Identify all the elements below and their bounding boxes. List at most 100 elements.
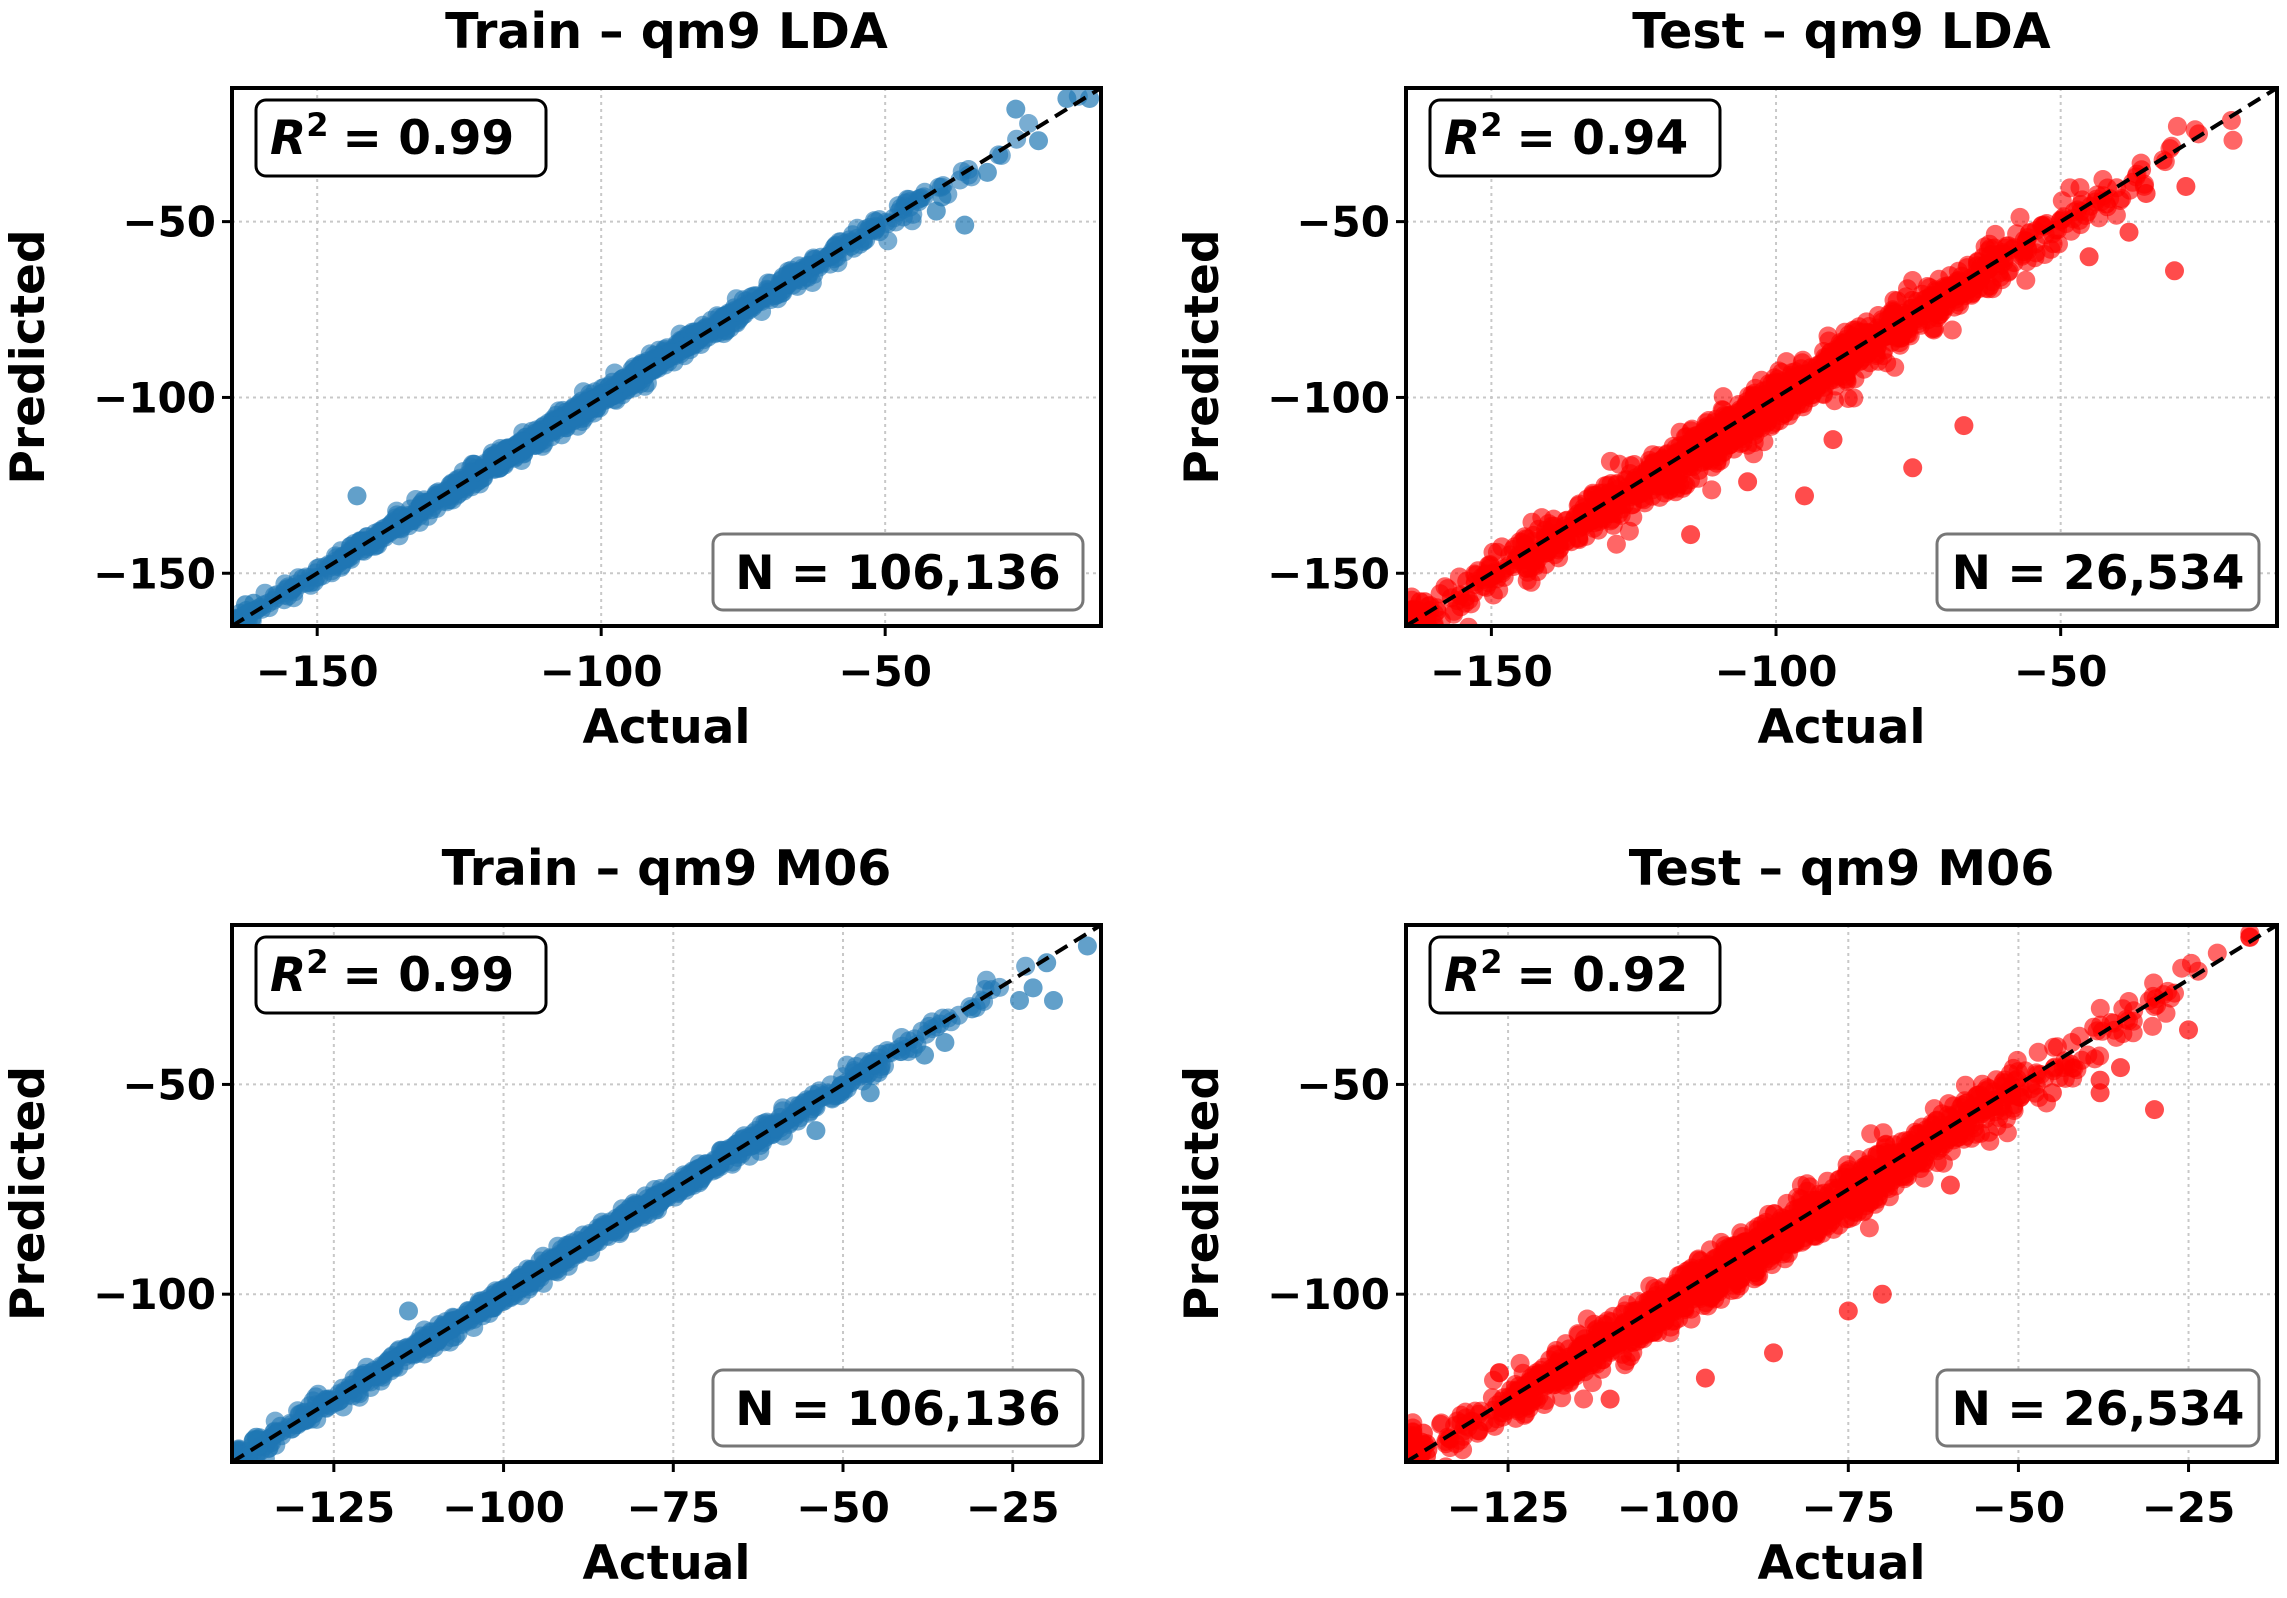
x-tick-label: −150 bbox=[1430, 647, 1553, 696]
data-point bbox=[899, 1031, 919, 1051]
y-tick-label: −150 bbox=[1267, 549, 1390, 598]
data-point bbox=[2223, 130, 2243, 150]
n-label: N = 26,534 bbox=[1952, 546, 2245, 601]
data-point bbox=[1403, 1468, 1422, 1487]
data-point bbox=[2096, 194, 2116, 214]
data-point bbox=[2052, 191, 2072, 211]
data-point bbox=[1887, 291, 1907, 311]
data-point bbox=[877, 1041, 897, 1061]
n-box bbox=[711, 532, 1085, 612]
r2-value: = 0.99 bbox=[342, 948, 514, 1003]
data-point bbox=[1702, 480, 1722, 500]
y-tick-label: −50 bbox=[1296, 198, 1390, 247]
data-point bbox=[1489, 1363, 1509, 1383]
data-point bbox=[1663, 464, 1683, 484]
data-point bbox=[2079, 247, 2099, 267]
data-point bbox=[726, 300, 746, 320]
x-tick-label: −100 bbox=[442, 1483, 565, 1532]
data-point bbox=[1544, 509, 1564, 529]
data-point bbox=[773, 1101, 793, 1121]
data-point bbox=[1691, 434, 1711, 454]
data-point bbox=[1532, 540, 1552, 560]
data-point bbox=[1954, 416, 1974, 436]
data-point bbox=[1037, 953, 1057, 973]
data-point bbox=[819, 246, 839, 266]
x-tick-label: −50 bbox=[2014, 647, 2108, 696]
data-point bbox=[1435, 577, 1455, 597]
data-point bbox=[1007, 129, 1027, 149]
data-point bbox=[1404, 628, 1423, 647]
y-tick-label: −50 bbox=[122, 1060, 216, 1109]
data-point bbox=[1601, 474, 1621, 494]
x-tick-label: −75 bbox=[626, 1483, 720, 1532]
data-point bbox=[1057, 89, 1077, 108]
data-point bbox=[915, 182, 935, 202]
data-point bbox=[1029, 131, 1048, 151]
r2-box bbox=[254, 98, 548, 178]
data-point bbox=[1019, 114, 1039, 133]
data-point bbox=[1554, 530, 1574, 550]
identity-line bbox=[1406, 88, 2277, 626]
data-point bbox=[1023, 978, 1043, 998]
data-point bbox=[228, 626, 247, 645]
data-point bbox=[633, 359, 653, 379]
data-point bbox=[1681, 525, 1701, 545]
data-point bbox=[1903, 458, 1923, 478]
n-label: N = 106,136 bbox=[735, 1382, 1061, 1437]
data-point bbox=[1402, 639, 1421, 658]
x-axis-label: Actual bbox=[1758, 700, 1926, 755]
data-point bbox=[2010, 207, 2030, 227]
data-point bbox=[1923, 319, 1942, 339]
data-point bbox=[1574, 1389, 1594, 1409]
data-point bbox=[962, 999, 982, 1019]
data-point bbox=[2176, 177, 2196, 196]
data-point bbox=[1929, 291, 1948, 311]
data-point bbox=[2061, 221, 2081, 241]
data-point bbox=[1409, 625, 1415, 626]
data-point bbox=[457, 474, 477, 494]
data-point bbox=[859, 1055, 879, 1074]
data-point bbox=[1403, 1468, 1422, 1487]
scatter-series bbox=[1403, 925, 2260, 1518]
data-point bbox=[1402, 626, 1421, 645]
data-point bbox=[1517, 558, 1537, 578]
data-point bbox=[2090, 1046, 2110, 1066]
data-point bbox=[1942, 320, 1962, 340]
data-point bbox=[2136, 184, 2156, 203]
data-point bbox=[1044, 991, 1063, 1010]
r2-exponent: 2 bbox=[306, 943, 328, 981]
data-point bbox=[2070, 178, 2090, 198]
data-point bbox=[1776, 352, 1796, 372]
n-box bbox=[711, 1368, 1085, 1448]
data-point bbox=[1402, 639, 1421, 658]
r2-exponent: 2 bbox=[306, 106, 328, 144]
data-point bbox=[1673, 440, 1693, 460]
data-point bbox=[1402, 636, 1421, 655]
data-point bbox=[1903, 271, 1923, 290]
data-point bbox=[1861, 1124, 1881, 1144]
data-point bbox=[834, 1077, 854, 1097]
data-point bbox=[296, 567, 316, 587]
data-point bbox=[2155, 152, 2175, 172]
data-point bbox=[1885, 357, 1905, 377]
x-tick-label: −25 bbox=[966, 1483, 1060, 1532]
data-point bbox=[1601, 511, 1621, 531]
data-point bbox=[1410, 592, 1430, 612]
data-point bbox=[915, 1045, 934, 1065]
r2-symbol: R bbox=[270, 111, 306, 166]
data-point bbox=[1818, 326, 1838, 346]
data-point bbox=[1681, 421, 1701, 441]
data-point bbox=[587, 1229, 607, 1249]
data-point bbox=[2112, 189, 2132, 208]
data-point bbox=[1609, 454, 1629, 474]
data-point bbox=[1403, 1499, 1422, 1518]
x-axis-label: Actual bbox=[583, 1536, 751, 1591]
data-point bbox=[1868, 351, 1888, 371]
panel-title: Train – qm9 LDA bbox=[445, 3, 888, 60]
data-point bbox=[2221, 111, 2241, 130]
data-point bbox=[1402, 628, 1421, 647]
data-point bbox=[2119, 222, 2139, 242]
